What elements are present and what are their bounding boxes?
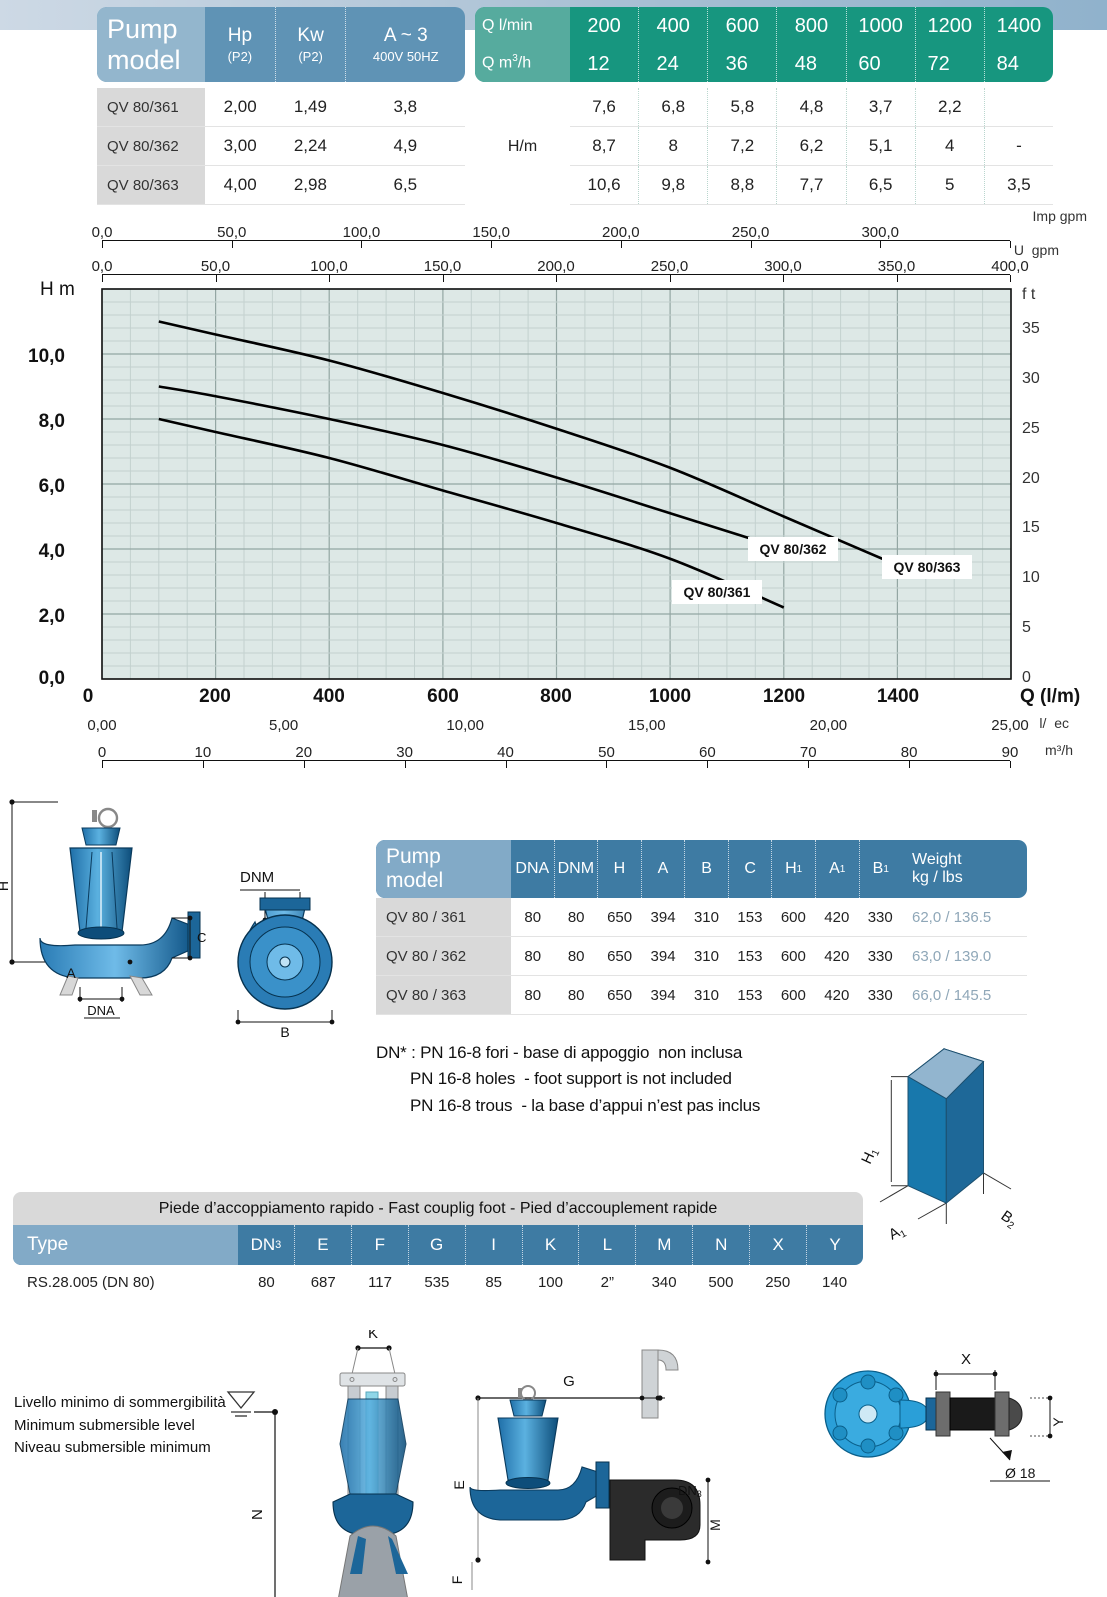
- svg-text:1000: 1000: [649, 686, 691, 707]
- svg-text:200: 200: [199, 686, 231, 707]
- svg-text:QV 80/363: QV 80/363: [894, 559, 961, 575]
- svg-text:30: 30: [1022, 370, 1040, 387]
- svg-text:2,0: 2,0: [39, 606, 65, 627]
- svg-text:F: F: [449, 1576, 465, 1585]
- svg-text:600: 600: [427, 686, 459, 707]
- svg-text:G: G: [563, 1373, 575, 1390]
- svg-text:1400: 1400: [877, 686, 919, 707]
- svg-text:N: N: [249, 1509, 266, 1520]
- svg-text:B: B: [280, 1024, 289, 1040]
- svg-text:15: 15: [1022, 519, 1040, 536]
- svg-text:K: K: [368, 1330, 378, 1342]
- svg-text:Q (l/m): Q (l/m): [1020, 686, 1080, 707]
- svg-text:QV 80/362: QV 80/362: [760, 541, 827, 557]
- svg-text:8,0: 8,0: [39, 411, 65, 432]
- svg-text:0: 0: [83, 686, 94, 707]
- svg-text:X: X: [961, 1351, 971, 1368]
- svg-text:10: 10: [1022, 569, 1040, 586]
- svg-text:B2: B2: [997, 1207, 1021, 1232]
- svg-text:35: 35: [1022, 320, 1040, 337]
- svg-text:E: E: [451, 1480, 467, 1489]
- svg-text:5: 5: [1022, 619, 1031, 636]
- svg-text:H1: H1: [858, 1144, 882, 1167]
- svg-text:H m: H m: [40, 279, 75, 300]
- svg-text:0: 0: [1022, 669, 1031, 686]
- svg-text:A: A: [66, 965, 76, 981]
- svg-text:10,0: 10,0: [28, 346, 65, 367]
- svg-text:1200: 1200: [763, 686, 805, 707]
- svg-text:M: M: [707, 1519, 723, 1531]
- svg-text:DNM: DNM: [240, 869, 274, 886]
- svg-text:DN3: DN3: [678, 1483, 702, 1499]
- svg-text:25: 25: [1022, 420, 1040, 437]
- svg-text:20: 20: [1022, 470, 1040, 487]
- svg-text:6,0: 6,0: [39, 476, 65, 497]
- svg-text:Ø 18: Ø 18: [1005, 1465, 1036, 1481]
- svg-text:QV 80/361: QV 80/361: [684, 584, 751, 600]
- svg-text:H: H: [0, 881, 11, 891]
- svg-text:f t: f t: [1022, 286, 1036, 303]
- svg-text:4,0: 4,0: [39, 541, 65, 562]
- svg-text:0,0: 0,0: [39, 668, 65, 689]
- svg-text:800: 800: [540, 686, 572, 707]
- svg-text:400: 400: [313, 686, 345, 707]
- svg-text:C: C: [197, 930, 206, 945]
- svg-text:A1: A1: [886, 1221, 909, 1245]
- svg-text:DNA: DNA: [87, 1003, 115, 1018]
- svg-text:Y: Y: [1050, 1417, 1066, 1427]
